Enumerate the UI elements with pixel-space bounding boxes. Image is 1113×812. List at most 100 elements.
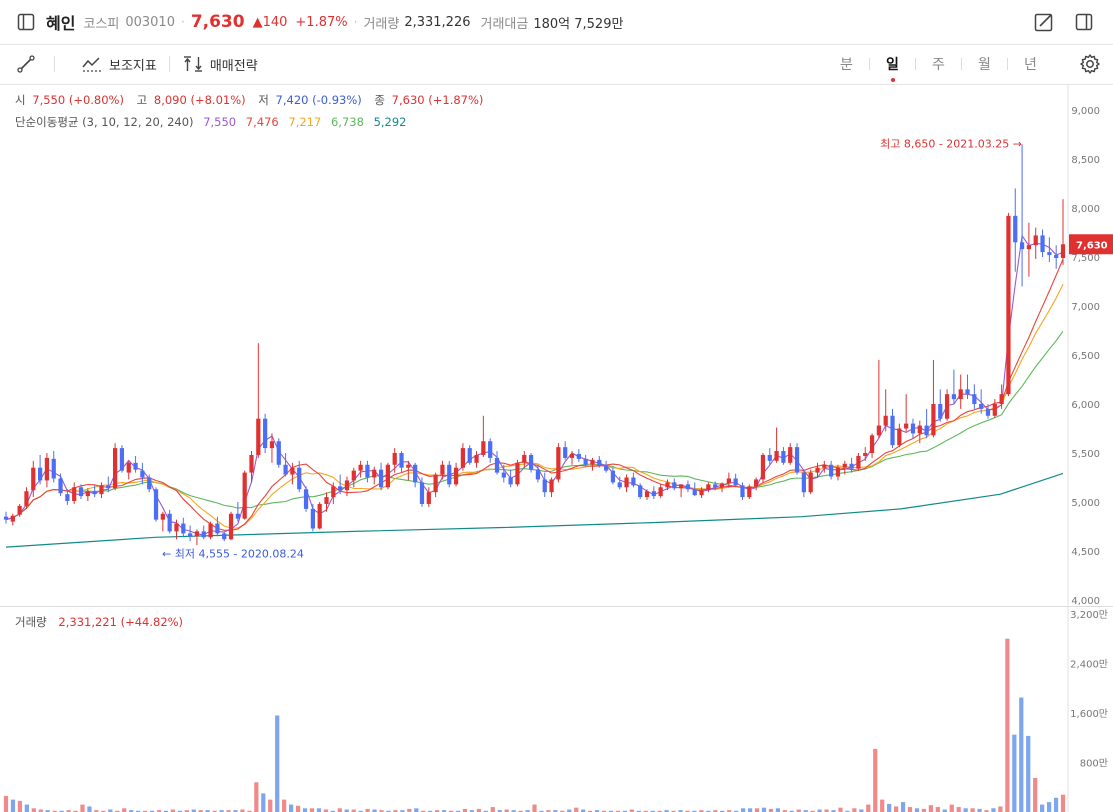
candle-body: [876, 425, 881, 436]
volume-bar: [782, 810, 787, 812]
candle-body: [133, 462, 138, 470]
price-change: ▲140: [252, 14, 288, 30]
strategy-button[interactable]: 매매전략: [182, 55, 258, 74]
price-tick-label: 8,000: [1071, 204, 1100, 215]
candle-body: [453, 467, 459, 485]
volume-bar: [991, 808, 996, 812]
candle-body: [985, 408, 991, 416]
candle-body: [542, 479, 547, 493]
candle-body: [433, 474, 438, 493]
candle-body: [358, 464, 363, 471]
volume-bar: [880, 799, 885, 812]
volume-bar: [574, 807, 579, 812]
period-week-tab[interactable]: 주: [932, 57, 945, 73]
panel-toggle-icon[interactable]: [1073, 11, 1095, 33]
candle-body: [494, 457, 500, 473]
candle-body: [522, 454, 527, 463]
candle-body: [269, 441, 275, 449]
volume-bar: [52, 810, 57, 812]
ma3-line: [5, 234, 1064, 536]
volume-bar: [59, 810, 64, 812]
candle-body: [890, 415, 895, 446]
low-price-annotation: ← 최저 4,555 - 2020.08.24: [162, 548, 304, 561]
volume-bar: [949, 804, 954, 812]
volume-bar: [66, 810, 71, 812]
candle-body: [1026, 245, 1032, 250]
candle-body: [883, 415, 888, 426]
settings-gear-icon[interactable]: [1079, 53, 1101, 75]
candle-body: [235, 513, 240, 519]
volume-bar: [685, 810, 690, 812]
candle-body: [276, 441, 281, 465]
stock-name[interactable]: 혜인: [46, 14, 76, 33]
volume-bar: [859, 809, 864, 812]
moving-average-info[interactable]: 단순이동평균 (3, 10, 12, 20, 240) 7,550 7,476 …: [15, 114, 410, 130]
volume-bar: [998, 806, 1003, 812]
candle-body: [10, 515, 15, 522]
candle-body: [1040, 235, 1045, 253]
candle-body: [658, 487, 663, 497]
period-month-tab[interactable]: 월: [978, 57, 991, 73]
sidebar-toggle-icon[interactable]: [16, 12, 36, 32]
volume-bar: [372, 809, 377, 812]
volume-bar: [10, 799, 16, 812]
trade-amount-value: 180억 7,529만: [533, 16, 624, 32]
candle-body: [119, 448, 125, 471]
price-tick-label: 6,000: [1071, 400, 1100, 411]
volume-bar: [17, 800, 23, 812]
volume-tick-label: 2,400만: [1070, 659, 1108, 671]
volume-bar: [796, 809, 801, 812]
candle-body: [597, 459, 602, 466]
candle-body: [460, 448, 466, 468]
candle-body: [665, 482, 670, 488]
ma-label: 단순이동평균 (3, 10, 12, 20, 240): [15, 115, 194, 129]
volume-bar: [400, 810, 405, 812]
candle-body: [965, 389, 970, 395]
volume-bar: [122, 808, 127, 812]
candle-body: [556, 447, 561, 480]
volume-bar: [1060, 794, 1066, 812]
chart-annotations: 최고 8,650 - 2021.03.25 → ← 최저 4,555 - 2020…: [162, 137, 1022, 560]
volume-label: 거래량: [363, 16, 400, 32]
edit-icon[interactable]: [1033, 11, 1055, 33]
high-label: 고: [136, 93, 148, 107]
candle-body: [215, 523, 220, 534]
candle-body: [283, 464, 288, 475]
stock-code: 003010: [125, 14, 175, 30]
volume-bar: [629, 809, 634, 812]
candle-body: [706, 484, 711, 491]
candle-body: [44, 457, 50, 481]
indicator-button[interactable]: 보조지표: [81, 55, 157, 74]
volume-bar: [831, 810, 836, 812]
price-change-pct: +1.87%: [295, 14, 348, 30]
indicator-icon: [82, 57, 101, 72]
volume-bar: [73, 810, 78, 812]
candle-body: [508, 477, 513, 485]
candle-body: [631, 477, 636, 486]
price-chart[interactable]: 9,000 8,500 8,000 7,500 7,000 6,500 6,000 5,500…: [0, 85, 1113, 812]
volume-bar: [45, 810, 50, 812]
candle-body: [992, 404, 997, 416]
candle-body: [242, 472, 247, 519]
candle-body: [65, 494, 70, 502]
period-year-tab[interactable]: 년: [1024, 57, 1037, 73]
candle-body: [624, 477, 629, 488]
price-tick-label: 9,000: [1071, 106, 1100, 117]
candle-body: [569, 453, 575, 458]
candle-body: [406, 464, 411, 468]
period-day-tab[interactable]: 일: [870, 54, 915, 82]
volume-bar: [761, 807, 767, 812]
candle-body: [31, 467, 36, 491]
candle-body: [426, 492, 431, 504]
toolbar-divider: [168, 56, 170, 72]
volume-bar: [768, 808, 774, 812]
price-tick-label: 7,000: [1071, 302, 1100, 313]
volume-bar: [900, 802, 906, 812]
draw-line-button[interactable]: [16, 54, 42, 74]
candle-body: [603, 465, 609, 471]
volume-bar: [38, 809, 43, 812]
period-minute-tab[interactable]: 분: [840, 57, 853, 73]
candle-body: [719, 483, 725, 488]
candle-body: [931, 404, 936, 436]
period-divider: [1007, 58, 1008, 70]
